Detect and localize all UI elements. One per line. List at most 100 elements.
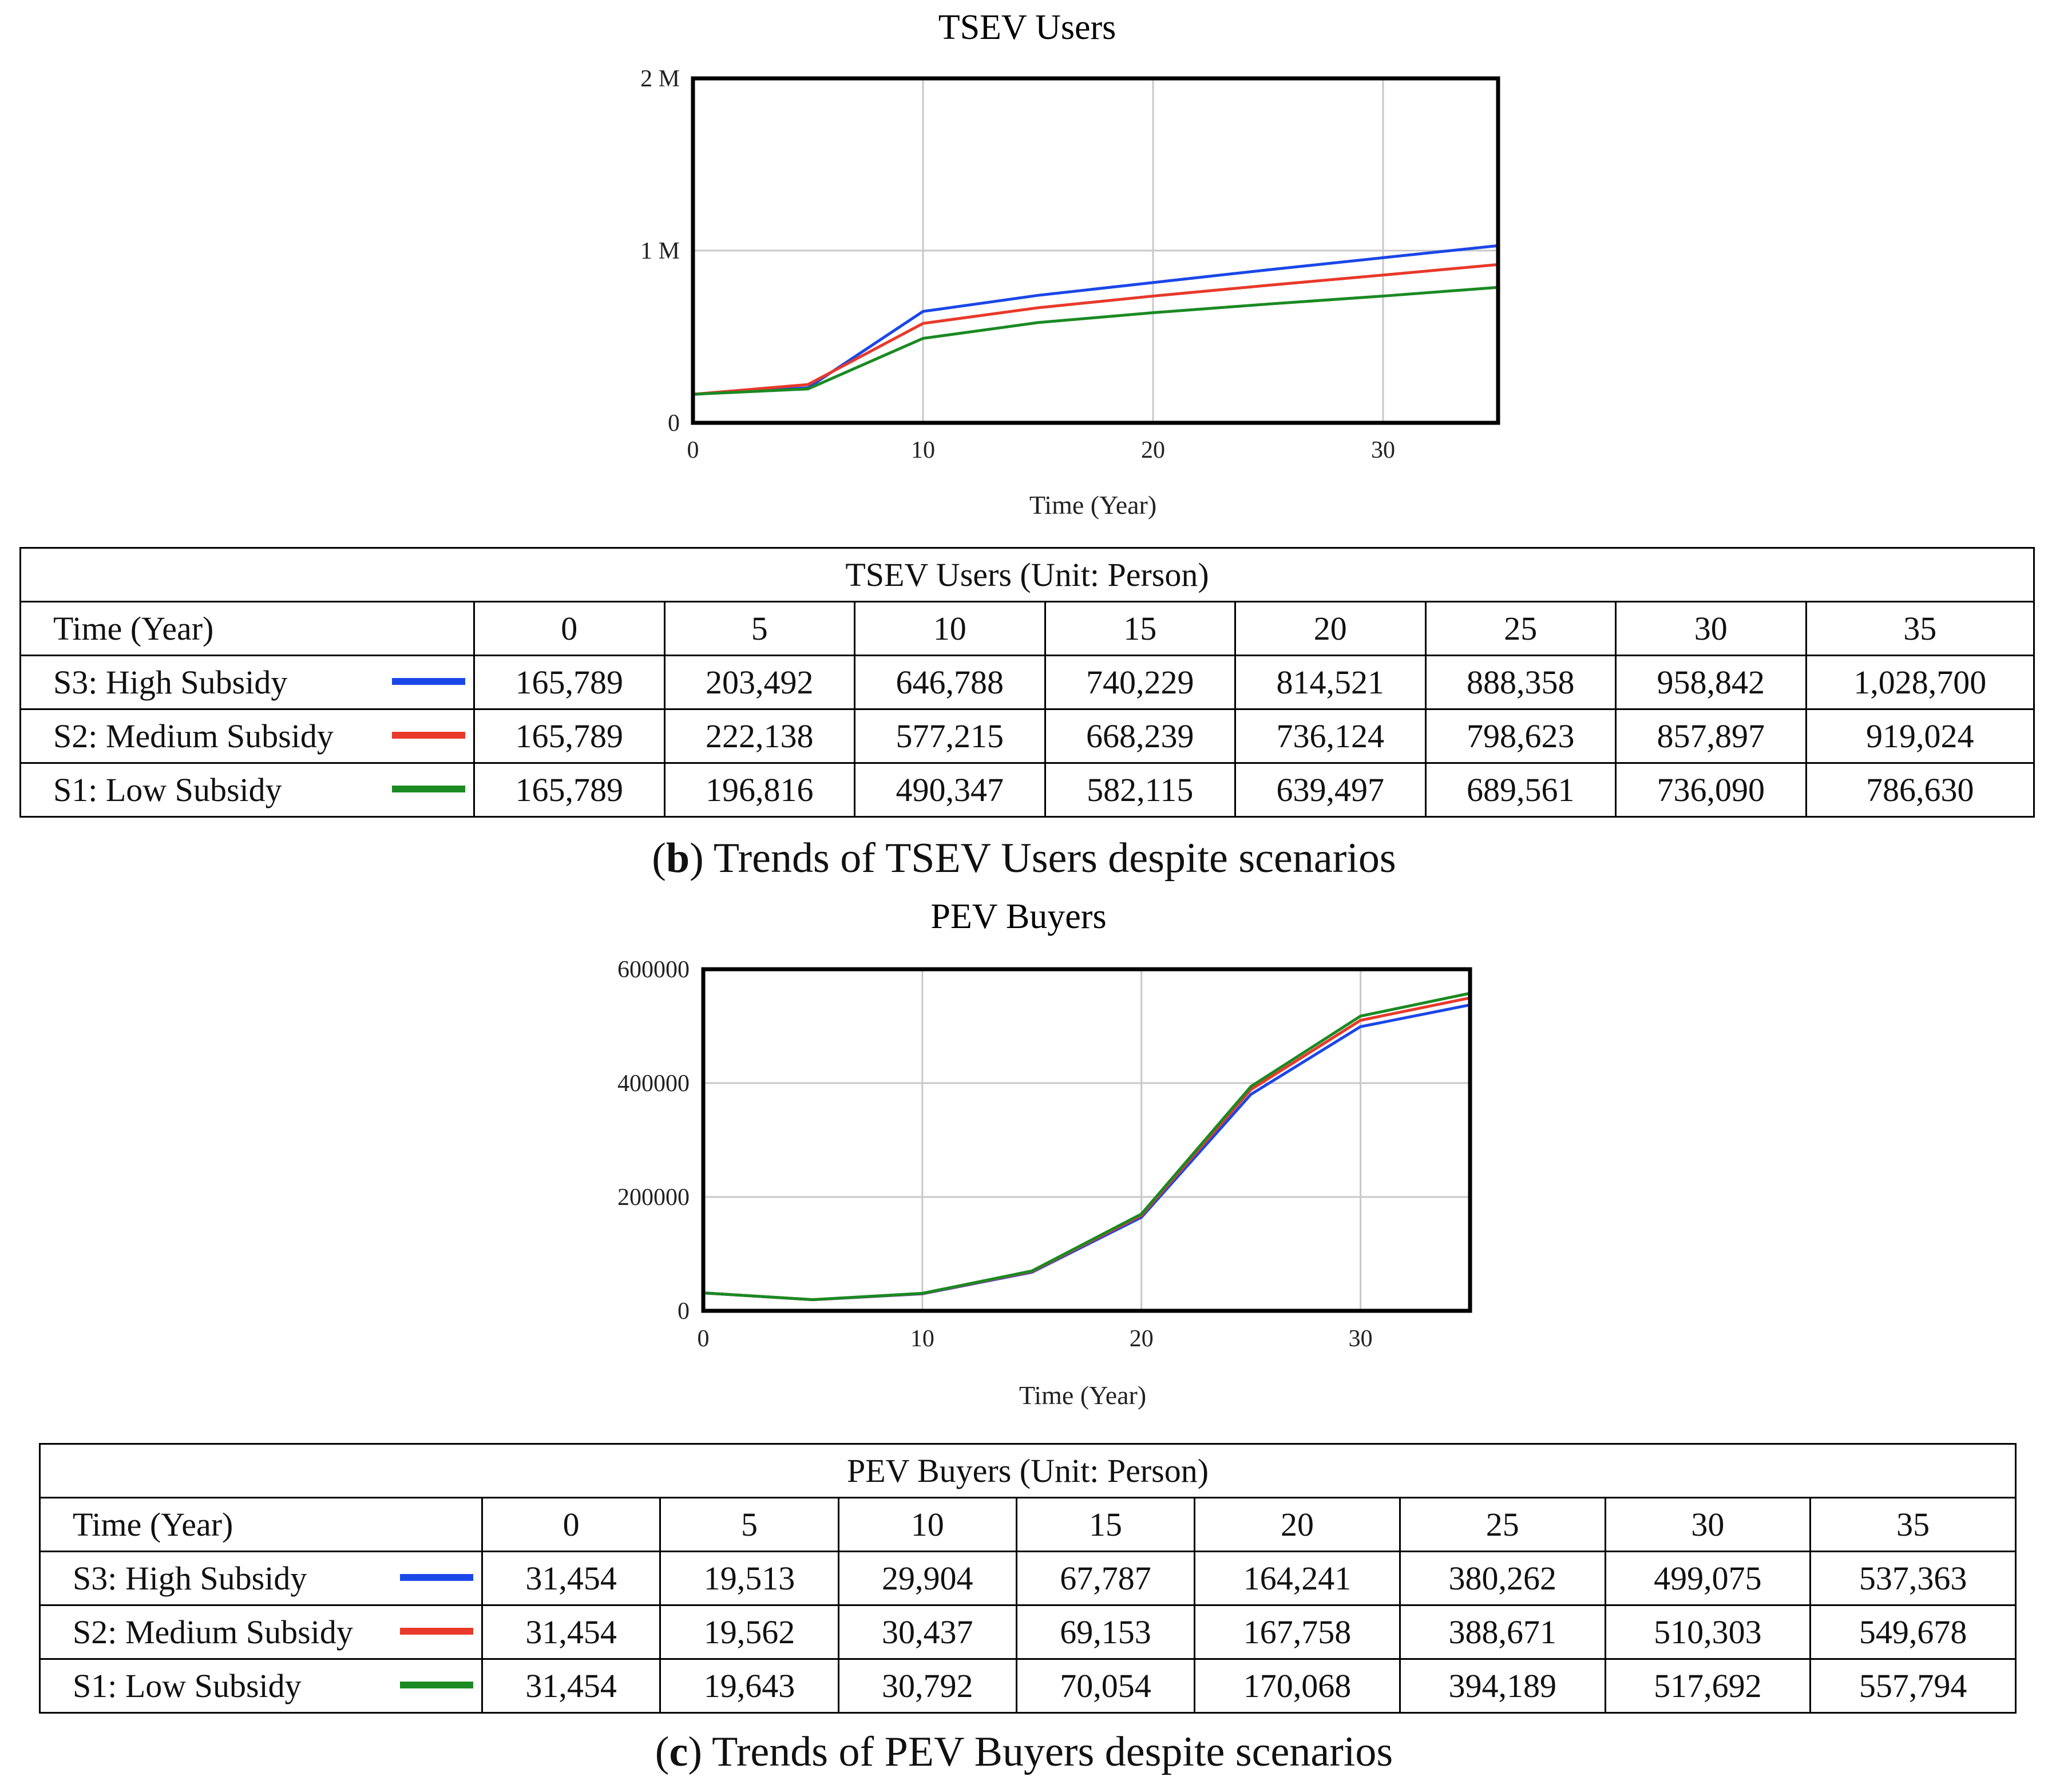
table-cell: 203,492 bbox=[663, 655, 855, 710]
table-row: S3: High Subsidy 165,789 203,492 646,788… bbox=[19, 655, 2035, 710]
table-cell: 31,454 bbox=[481, 1551, 661, 1606]
x-axis-label: Time (Year) bbox=[1019, 1381, 1146, 1410]
tsev-users-chart: TSEV Users 0 10 20 30 0 1 M 2 M Time (Year) bbox=[640, 8, 1500, 520]
table-cell: 639,497 bbox=[1234, 762, 1427, 818]
table-cell: 29,904 bbox=[837, 1551, 1017, 1606]
table-cell: 490,347 bbox=[854, 762, 1046, 818]
table-cell: 70,054 bbox=[1015, 1658, 1196, 1714]
series-name: S3: High Subsidy bbox=[73, 1560, 307, 1597]
column-header: 20 bbox=[1194, 1497, 1401, 1552]
table-cell: 165,789 bbox=[473, 708, 665, 764]
table-cell: 380,262 bbox=[1399, 1551, 1606, 1606]
table-cell: 537,363 bbox=[1809, 1551, 2017, 1606]
series-name: S2: Medium Subsidy bbox=[53, 717, 334, 755]
table-cell: 1,028,700 bbox=[1805, 655, 2035, 710]
chart-title: PEV Buyers bbox=[930, 897, 1106, 936]
row-label-low-subsidy: S1: Low Subsidy bbox=[39, 1658, 483, 1714]
series-line-s1-low-subsidy bbox=[692, 286, 1499, 396]
column-header: 25 bbox=[1424, 601, 1617, 656]
series-line-s1-low-subsidy bbox=[703, 992, 1471, 1301]
column-header: 35 bbox=[1805, 601, 2035, 656]
table-cell: 394,189 bbox=[1399, 1658, 1606, 1714]
x-tick-label: 0 bbox=[698, 1326, 710, 1352]
table-cell: 668,239 bbox=[1044, 708, 1236, 764]
row-label-low-subsidy: S1: Low Subsidy bbox=[19, 762, 475, 818]
table-cell: 165,789 bbox=[473, 762, 665, 818]
column-header: 20 bbox=[1234, 601, 1427, 656]
table-cell: 165,789 bbox=[473, 655, 665, 710]
table-cell: 30,437 bbox=[837, 1604, 1017, 1660]
pev-buyers-chart: PEV Buyers 0 10 20 30 0 200000 400000 600000 Ti… bbox=[617, 897, 1472, 1410]
table-cell: 31,454 bbox=[481, 1604, 661, 1660]
column-header: 10 bbox=[854, 601, 1046, 656]
table-cell: 517,692 bbox=[1604, 1658, 1812, 1714]
column-header: 30 bbox=[1615, 601, 1807, 656]
column-header: 5 bbox=[659, 1497, 839, 1552]
legend-swatch-green bbox=[400, 1682, 473, 1688]
table-cell: 958,842 bbox=[1615, 655, 1807, 710]
row-label-high-subsidy: S3: High Subsidy bbox=[19, 655, 475, 710]
table-cell: 69,153 bbox=[1015, 1604, 1196, 1660]
caption-text: ) Trends of PEV Buyers despite scenarios bbox=[688, 1728, 1393, 1775]
table-cell: 196,816 bbox=[663, 762, 855, 818]
series-line-s3-high-subsidy bbox=[692, 244, 1499, 396]
table-cell: 19,562 bbox=[659, 1604, 839, 1660]
x-tick-label: 20 bbox=[1141, 437, 1165, 463]
table-cell: 582,115 bbox=[1044, 762, 1236, 818]
table-title: PEV Buyers (Unit: Person) bbox=[39, 1443, 2017, 1498]
table-cell: 857,897 bbox=[1615, 708, 1807, 764]
table-cell: 30,792 bbox=[837, 1658, 1017, 1714]
column-header: 0 bbox=[481, 1497, 661, 1552]
y-tick-label: 2 M bbox=[640, 66, 680, 92]
column-header: 30 bbox=[1604, 1497, 1812, 1552]
y-tick-label: 400000 bbox=[617, 1071, 690, 1097]
table-cell: 919,024 bbox=[1805, 708, 2035, 764]
legend-swatch-green bbox=[392, 786, 465, 792]
table-cell: 736,090 bbox=[1615, 762, 1807, 818]
figure-caption-b: (b) Trends of TSEV Users despite scenari… bbox=[652, 835, 1396, 882]
row-label-high-subsidy: S3: High Subsidy bbox=[39, 1551, 483, 1606]
series-name: S1: Low Subsidy bbox=[73, 1667, 302, 1704]
table-cell: 31,454 bbox=[481, 1658, 661, 1714]
series-name: S2: Medium Subsidy bbox=[73, 1613, 353, 1651]
table-cell: 67,787 bbox=[1015, 1551, 1196, 1606]
table-cell: 549,678 bbox=[1809, 1604, 2017, 1660]
table-header-label: Time (Year) bbox=[19, 601, 475, 656]
legend-swatch-red bbox=[400, 1628, 473, 1635]
table-cell: 388,671 bbox=[1399, 1604, 1606, 1660]
table-cell: 689,561 bbox=[1424, 762, 1617, 818]
x-tick-label: 30 bbox=[1349, 1326, 1373, 1352]
tsev-users-table: TSEV Users (Unit: Person) Time (Year) 0 … bbox=[19, 547, 2035, 818]
legend-swatch-blue bbox=[400, 1574, 473, 1581]
table-header-row: Time (Year) 0 5 10 15 20 25 30 35 bbox=[39, 1497, 2017, 1552]
table-cell: 170,068 bbox=[1194, 1658, 1401, 1714]
table-row: S3: High Subsidy 31,454 19,513 29,904 67… bbox=[39, 1551, 2017, 1606]
table-row: S1: Low Subsidy 31,454 19,643 30,792 70,… bbox=[39, 1658, 2017, 1714]
table-cell: 164,241 bbox=[1194, 1551, 1401, 1606]
table-cell: 786,630 bbox=[1805, 762, 2035, 818]
table-row: S2: Medium Subsidy 31,454 19,562 30,437 … bbox=[39, 1604, 2017, 1660]
series-line-s2-medium-subsidy bbox=[692, 263, 1499, 396]
table-cell: 814,521 bbox=[1234, 655, 1427, 710]
row-label-medium-subsidy: S2: Medium Subsidy bbox=[19, 708, 475, 764]
table-row: S1: Low Subsidy 165,789 196,816 490,347 … bbox=[19, 762, 2035, 818]
pev-buyers-table: PEV Buyers (Unit: Person) Time (Year) 0 … bbox=[39, 1443, 2017, 1714]
table-cell: 19,513 bbox=[659, 1551, 839, 1606]
column-header: 25 bbox=[1399, 1497, 1606, 1552]
series-name: S1: Low Subsidy bbox=[53, 771, 282, 808]
table-cell: 222,138 bbox=[663, 708, 855, 764]
y-tick-label: 0 bbox=[678, 1298, 690, 1325]
x-axis-label: Time (Year) bbox=[1029, 490, 1156, 520]
series-line-s3-high-subsidy bbox=[703, 1003, 1471, 1302]
table-cell: 646,788 bbox=[854, 655, 1046, 710]
series-line-s2-medium-subsidy bbox=[703, 996, 1471, 1302]
table-cell: 798,623 bbox=[1424, 708, 1617, 764]
x-tick-label: 0 bbox=[687, 437, 699, 463]
table-header-row: Time (Year) 0 5 10 15 20 25 30 35 bbox=[19, 601, 2035, 656]
legend-swatch-red bbox=[392, 732, 465, 739]
column-header: 35 bbox=[1809, 1497, 2017, 1552]
x-tick-label: 10 bbox=[911, 437, 935, 463]
table-cell: 557,794 bbox=[1809, 1658, 2017, 1714]
series-name: S3: High Subsidy bbox=[53, 664, 288, 701]
legend-swatch-blue bbox=[392, 678, 465, 685]
